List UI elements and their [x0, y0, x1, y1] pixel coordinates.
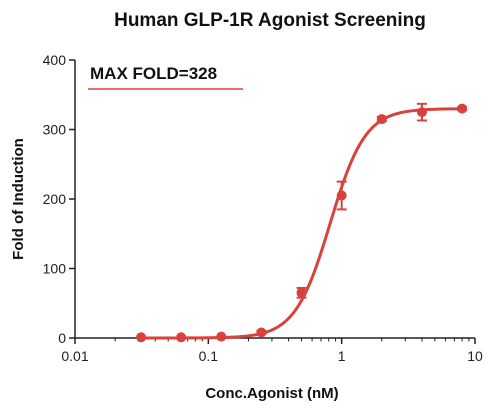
- ticks: 0 100 200 300 400 0.01 0.1 1 10: [43, 52, 483, 364]
- x-tick-label: 0.01: [61, 348, 88, 364]
- data-point: [416, 107, 427, 118]
- chart-title: Human GLP-1R Agonist Screening: [114, 10, 426, 31]
- y-tick-label: 0: [58, 330, 66, 346]
- data-point: [376, 114, 387, 125]
- max-fold-annotation: MAX FOLD=328: [90, 64, 217, 83]
- fit-curve: [141, 107, 463, 340]
- plot-area: 0 100 200 300 400 0.01 0.1 1 10: [43, 52, 483, 364]
- y-tick-label: 200: [43, 191, 67, 207]
- y-axis-label: Fold of Induction: [10, 138, 27, 260]
- x-axis-label: Conc.Agonist (nM): [205, 385, 338, 402]
- y-tick-label: 100: [43, 261, 67, 277]
- data-point: [336, 190, 347, 201]
- x-tick-label: 0.1: [199, 348, 219, 364]
- data-point: [256, 327, 267, 338]
- x-tick-label: 10: [467, 348, 483, 364]
- data-points: [136, 103, 468, 343]
- error-bars: [256, 102, 468, 335]
- x-tick-label: 1: [338, 348, 346, 364]
- y-tick-label: 300: [43, 122, 67, 138]
- data-point: [296, 287, 307, 298]
- data-point: [216, 331, 227, 342]
- data-point: [457, 103, 468, 114]
- data-point: [176, 332, 187, 343]
- data-point: [136, 332, 147, 343]
- axes: [74, 60, 475, 339]
- y-tick-label: 400: [43, 52, 67, 68]
